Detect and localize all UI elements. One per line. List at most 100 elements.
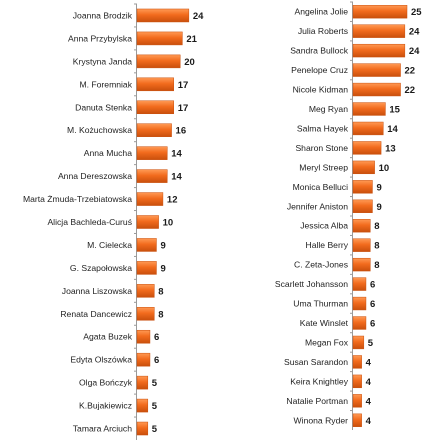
right-category-label: Natalie Portman [286, 396, 348, 406]
right-category-label: Keira Knightley [290, 376, 349, 386]
left-category-label: Krystyna Janda [73, 56, 132, 66]
left-bar [136, 421, 149, 436]
right-value-label: 4 [366, 357, 372, 368]
right-bar [352, 355, 362, 369]
right-bar-chart: Angelina Jolie 25 Julia Roberts 24 Sandra Bu… [275, 1, 422, 430]
right-value-label: 22 [405, 66, 416, 77]
left-bar [136, 146, 168, 160]
right-category-label: Uma Thurman [293, 299, 348, 309]
left-category-label: Marta Żmuda-Trzebiatowska [23, 194, 132, 204]
left-bar [136, 238, 157, 252]
right-category-label: Susan Sarandon [284, 357, 348, 367]
right-bar [352, 219, 371, 233]
left-category-label: M. Kożuchowska [67, 125, 132, 135]
left-category-label: Olga Bończyk [79, 378, 133, 388]
right-value-label: 22 [405, 85, 416, 96]
right-value-label: 6 [370, 299, 375, 310]
left-value-label: 12 [167, 195, 178, 206]
left-bar [136, 307, 155, 321]
left-bar [136, 100, 174, 115]
right-bar [352, 63, 401, 77]
right-category-label: Salma Hayek [297, 123, 349, 133]
left-bar [136, 284, 155, 298]
left-category-label: Anna Dereszowska [58, 171, 132, 181]
left-category-label: Renata Dancewicz [60, 309, 132, 319]
left-value-label: 6 [154, 355, 159, 366]
left-bar [136, 398, 149, 413]
left-value-label: 17 [178, 80, 189, 91]
left-bar [136, 215, 159, 229]
left-category-label: G. Szapołowska [70, 263, 132, 273]
right-category-label: Jessica Alba [300, 221, 348, 231]
right-category-label: Scarlett Johansson [275, 279, 348, 289]
left-bar [136, 169, 168, 183]
left-value-label: 9 [160, 240, 165, 251]
right-value-label: 13 [385, 143, 396, 154]
left-category-label: Alicja Bachleda-Curuś [47, 217, 132, 227]
right-bar [352, 335, 365, 350]
right-value-label: 6 [370, 280, 375, 291]
right-bar [352, 374, 362, 389]
left-bar [136, 192, 164, 206]
left-category-label: Agata Buzek [83, 332, 132, 342]
right-value-label: 4 [366, 396, 372, 407]
right-bar [352, 394, 362, 408]
left-category-label: Edyta Olszówka [70, 355, 132, 365]
left-category-label: M. Foremniak [79, 79, 132, 89]
left-category-label: Tamara Arciuch [73, 424, 132, 434]
right-category-label: Nicole Kidman [293, 85, 349, 95]
left-value-label: 9 [160, 263, 165, 274]
left-bar-chart: Joanna Brodzik 24 Anna Przybylska 21 Krystyn… [23, 3, 204, 440]
left-bar [136, 375, 149, 390]
right-category-label: Penelope Cruz [291, 65, 348, 75]
right-category-label: Winona Ryder [294, 415, 349, 425]
right-value-label: 15 [389, 105, 400, 116]
left-value-label: 17 [178, 103, 189, 114]
right-value-label: 24 [409, 46, 420, 57]
right-category-label: Kate Winslet [300, 318, 349, 328]
left-bar [136, 31, 183, 46]
right-bar [352, 316, 367, 330]
right-value-label: 9 [376, 202, 381, 213]
left-bar [136, 329, 151, 344]
right-category-label: Meryl Streep [299, 162, 348, 172]
left-bar [136, 261, 157, 275]
right-category-label: Julia Roberts [298, 26, 348, 36]
right-bar [352, 102, 386, 116]
left-bar [136, 77, 174, 92]
right-value-label: 14 [387, 124, 398, 135]
right-category-label: Angelina Jolie [294, 7, 348, 17]
right-value-label: 10 [379, 163, 390, 174]
right-bar [352, 180, 373, 194]
right-value-label: 9 [376, 182, 381, 193]
right-bar [352, 121, 384, 136]
right-category-label: Megan Fox [305, 337, 349, 347]
left-value-label: 5 [152, 378, 158, 389]
right-category-label: Sandra Bullock [290, 46, 349, 56]
right-category-label: Sharon Stone [295, 143, 348, 153]
right-bar [352, 24, 406, 38]
right-value-label: 5 [368, 338, 374, 349]
right-category-label: Halle Berry [305, 240, 348, 250]
right-bar [352, 43, 406, 58]
right-bar [352, 277, 367, 291]
left-category-label: K.Bujakiewicz [79, 401, 132, 411]
left-value-label: 10 [163, 218, 174, 229]
left-value-label: 14 [171, 149, 182, 160]
left-value-label: 24 [193, 11, 204, 22]
left-category-label: M. Cielecka [87, 240, 132, 250]
right-value-label: 8 [374, 221, 379, 232]
right-bar [352, 257, 371, 272]
left-value-label: 8 [158, 286, 163, 297]
right-bar [352, 82, 401, 97]
right-value-label: 25 [411, 7, 422, 18]
right-value-label: 8 [374, 241, 379, 252]
right-bar [352, 413, 362, 427]
left-value-label: 14 [171, 172, 182, 183]
left-value-label: 5 [152, 424, 158, 435]
left-value-label: 8 [158, 309, 163, 320]
right-value-label: 4 [366, 416, 372, 427]
right-value-label: 8 [374, 260, 379, 271]
right-bar [352, 296, 367, 311]
